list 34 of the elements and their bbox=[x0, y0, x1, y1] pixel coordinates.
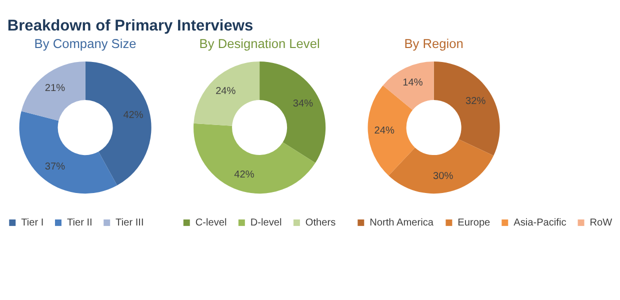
data-label: 32% bbox=[466, 96, 486, 107]
legend-label: Tier III bbox=[116, 217, 144, 228]
legend-label: Tier I bbox=[21, 217, 44, 228]
data-label: 42% bbox=[234, 169, 254, 180]
legend-label: North America bbox=[370, 217, 434, 228]
donut-slice bbox=[194, 62, 260, 126]
donut-slice bbox=[85, 62, 152, 186]
data-label: 21% bbox=[44, 83, 66, 94]
data-label: 24% bbox=[216, 86, 236, 98]
donut-slice bbox=[388, 139, 494, 194]
data-label: 24% bbox=[374, 125, 395, 136]
chart-title: By Region bbox=[404, 36, 464, 51]
donut-slice bbox=[21, 62, 86, 121]
chart-title: By Designation Level bbox=[199, 36, 320, 51]
donut-slice bbox=[382, 62, 434, 110]
donut-slice bbox=[260, 62, 326, 163]
data-label: 14% bbox=[402, 77, 423, 88]
legend-label: C-level bbox=[195, 217, 227, 228]
legend-label: Asia-Pacific bbox=[514, 217, 566, 228]
donut-slice bbox=[194, 123, 316, 194]
legend-label: Europe bbox=[458, 217, 491, 228]
data-label: 37% bbox=[44, 161, 66, 172]
donut-slice bbox=[19, 111, 118, 194]
legend-label: Tier II bbox=[66, 217, 92, 228]
text: Breakdown of Primary Interviews bbox=[7, 17, 254, 34]
donut-slice bbox=[434, 62, 500, 156]
legend-label: RoW bbox=[590, 217, 613, 228]
donut-slice bbox=[368, 85, 415, 176]
data-label: 42% bbox=[123, 110, 144, 121]
data-label: 30% bbox=[433, 170, 454, 182]
chart-title: By Company Size bbox=[34, 36, 136, 51]
legend-label: D-level bbox=[250, 217, 282, 228]
legend-label: Others bbox=[305, 217, 336, 228]
data-label: 34% bbox=[292, 98, 314, 110]
